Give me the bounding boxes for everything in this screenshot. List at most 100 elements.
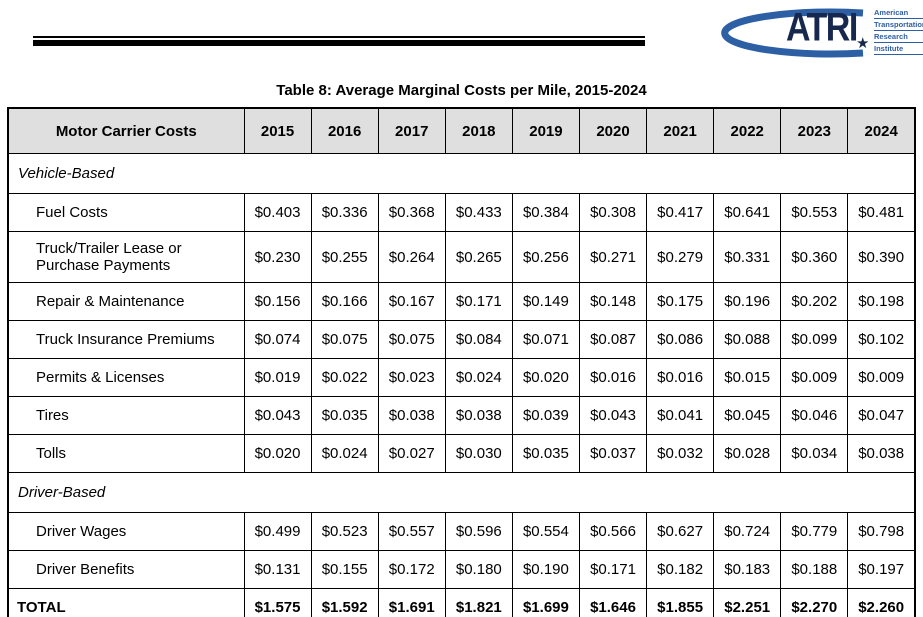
row-label: Driver Wages <box>7 512 245 551</box>
logo-word: Institute <box>874 45 923 55</box>
value-cell: $0.074 <box>243 320 312 359</box>
column-header-year: 2022 <box>713 107 782 154</box>
value-cell: $0.166 <box>310 282 379 321</box>
table-body: Vehicle-Based Fuel Costs $0.403 $0.336 $0.36… <box>7 153 916 617</box>
value-cell: $0.481 <box>847 193 916 232</box>
value-cell: $0.009 <box>780 358 849 397</box>
item-row: Tolls $0.020 $0.024 $0.027 $0.030 $0.035 $0.03… <box>7 434 916 473</box>
value-cell: $0.148 <box>578 282 648 321</box>
column-header-year: 2023 <box>780 107 849 154</box>
atri-logo: ATRI ★ American Transportation Research … <box>645 5 923 61</box>
section-row: Vehicle-Based <box>7 153 916 194</box>
row-label: Tires <box>7 396 245 435</box>
value-cell: $0.046 <box>780 396 849 435</box>
value-cell: $0.099 <box>780 320 849 359</box>
column-header-year: 2021 <box>646 107 715 154</box>
section-label: Driver-Based <box>7 472 916 513</box>
value-cell: $0.027 <box>377 434 446 473</box>
total-row: TOTAL $1.575 $1.592 $1.691 $1.821 $1.699 $1.64… <box>7 588 916 617</box>
value-cell: $0.156 <box>243 282 312 321</box>
value-cell: $0.196 <box>713 282 782 321</box>
value-cell: $0.175 <box>646 282 715 321</box>
value-cell: $0.155 <box>310 550 379 589</box>
value-cell: $0.028 <box>713 434 782 473</box>
value-cell: $0.071 <box>511 320 580 359</box>
value-cell: $1.646 <box>578 588 648 617</box>
value-cell: $0.016 <box>578 358 648 397</box>
value-cell: $0.045 <box>713 396 782 435</box>
value-cell: $0.075 <box>377 320 446 359</box>
value-cell: $0.499 <box>243 512 312 551</box>
value-cell: $0.523 <box>310 512 379 551</box>
table-title: Table 8: Average Marginal Costs per Mile… <box>276 82 647 99</box>
item-row: Driver Wages $0.499 $0.523 $0.557 $0.596 $0.5… <box>7 512 916 551</box>
value-cell: $1.592 <box>310 588 379 617</box>
value-cell: $0.627 <box>646 512 715 551</box>
item-row: Truck Insurance Premiums $0.074 $0.075 $0.0… <box>7 320 916 359</box>
value-cell: $0.034 <box>780 434 849 473</box>
value-cell: $0.075 <box>310 320 379 359</box>
column-header-costs: Motor Carrier Costs <box>7 107 245 154</box>
value-cell: $1.699 <box>511 588 580 617</box>
value-cell: $0.384 <box>511 193 580 232</box>
value-cell: $2.270 <box>780 588 849 617</box>
value-cell: $0.331 <box>713 231 782 283</box>
value-cell: $0.131 <box>243 550 312 589</box>
value-cell: $0.188 <box>780 550 849 589</box>
value-cell: $0.024 <box>310 434 379 473</box>
row-label: Truck Insurance Premiums <box>7 320 245 359</box>
value-cell: $0.084 <box>444 320 513 359</box>
value-cell: $0.779 <box>780 512 849 551</box>
column-header-year: 2018 <box>444 107 513 154</box>
row-label: TOTAL <box>7 588 245 617</box>
item-row: Truck/Trailer Lease or Purchase Payments… <box>7 231 916 283</box>
row-label: Repair & Maintenance <box>7 282 245 321</box>
value-cell: $0.035 <box>511 434 580 473</box>
value-cell: $0.020 <box>243 434 312 473</box>
value-cell: $0.037 <box>578 434 648 473</box>
value-cell: $0.202 <box>780 282 849 321</box>
value-cell: $1.855 <box>646 588 715 617</box>
item-row: Repair & Maintenance $0.156 $0.166 $0.167 $0… <box>7 282 916 321</box>
value-cell: $1.575 <box>243 588 312 617</box>
value-cell: $0.641 <box>713 193 782 232</box>
table-header-row: Motor Carrier Costs 2015 2016 2017 2018 2019 2… <box>7 107 916 154</box>
value-cell: $0.180 <box>444 550 513 589</box>
value-cell: $0.043 <box>578 396 648 435</box>
row-label: Fuel Costs <box>7 193 245 232</box>
value-cell: $0.554 <box>511 512 580 551</box>
atri-acronym: ATRI <box>786 5 858 50</box>
item-row: Fuel Costs $0.403 $0.336 $0.368 $0.433 $0.384… <box>7 193 916 232</box>
item-row: Permits & Licenses $0.019 $0.022 $0.023 $0.0… <box>7 358 916 397</box>
value-cell: $0.102 <box>847 320 916 359</box>
value-cell: $0.255 <box>310 231 379 283</box>
value-cell: $0.360 <box>780 231 849 283</box>
value-cell: $0.264 <box>377 231 446 283</box>
value-cell: $0.019 <box>243 358 312 397</box>
value-cell: $0.023 <box>377 358 446 397</box>
value-cell: $0.336 <box>310 193 379 232</box>
value-cell: $0.308 <box>578 193 648 232</box>
value-cell: $0.149 <box>511 282 580 321</box>
value-cell: $0.030 <box>444 434 513 473</box>
value-cell: $0.015 <box>713 358 782 397</box>
value-cell: $0.032 <box>646 434 715 473</box>
value-cell: $0.417 <box>646 193 715 232</box>
value-cell: $0.171 <box>578 550 648 589</box>
item-row: Driver Benefits $0.131 $0.155 $0.172 $0.180 $… <box>7 550 916 589</box>
value-cell: $2.251 <box>713 588 782 617</box>
value-cell: $0.182 <box>646 550 715 589</box>
value-cell: $0.088 <box>713 320 782 359</box>
value-cell: $0.230 <box>243 231 312 283</box>
value-cell: $0.043 <box>243 396 312 435</box>
value-cell: $0.039 <box>511 396 580 435</box>
value-cell: $1.821 <box>444 588 513 617</box>
value-cell: $0.035 <box>310 396 379 435</box>
value-cell: $0.038 <box>377 396 446 435</box>
value-cell: $0.557 <box>377 512 446 551</box>
value-cell: $0.724 <box>713 512 782 551</box>
marginal-costs-table: Motor Carrier Costs 2015 2016 2017 2018 2019 2… <box>7 107 916 617</box>
atri-star-icon: ★ <box>856 35 870 52</box>
value-cell: $0.183 <box>713 550 782 589</box>
